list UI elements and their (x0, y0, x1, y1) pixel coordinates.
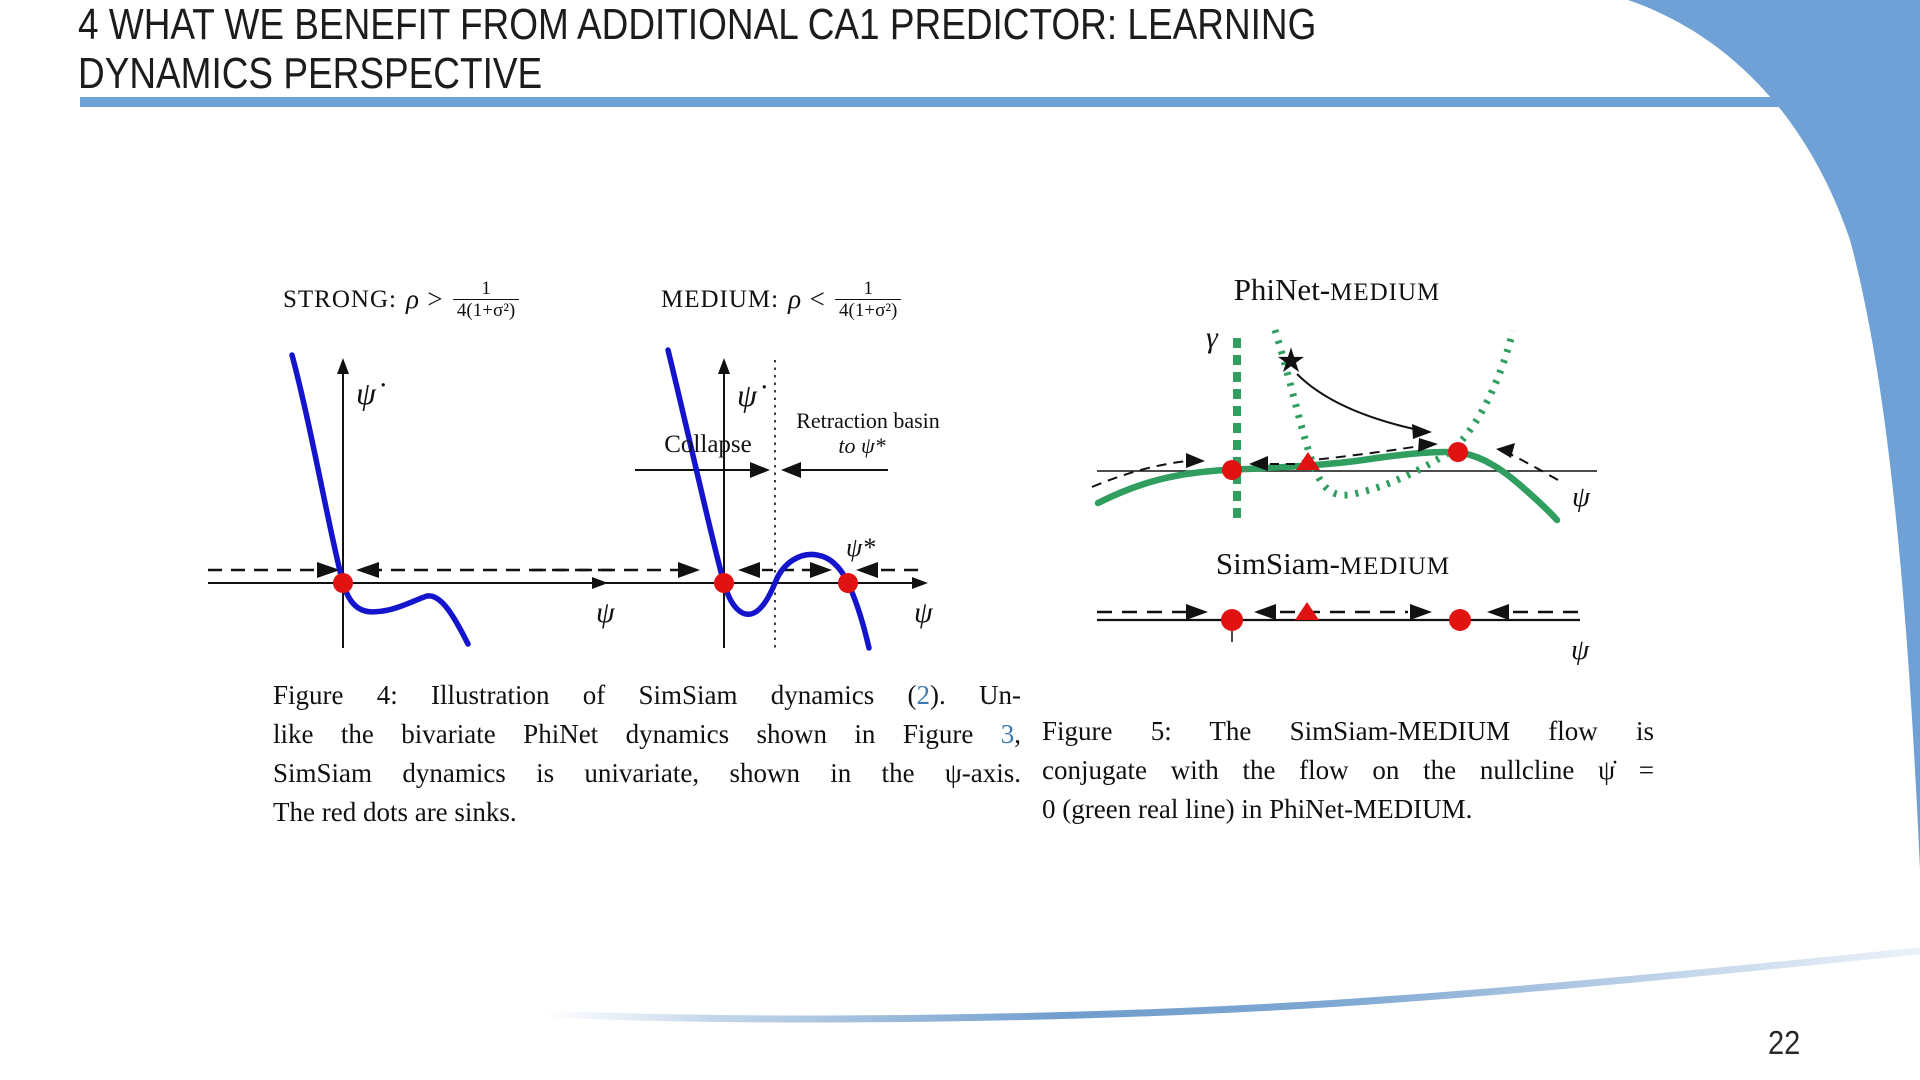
strong-relation: ρ > (405, 284, 444, 315)
simsiam-medium-curve (665, 347, 872, 651)
arrowhead-left-icon (1496, 443, 1515, 458)
arrowhead-right-icon (678, 562, 700, 578)
figure4-caption: Figure 4: Illustration of SimSiam dynami… (273, 676, 1021, 832)
title-line-1: 4 WHAT WE BENEFIT FROM ADDITIONAL CA1 PR… (78, 0, 1317, 49)
trajectory-arrow (1296, 373, 1415, 430)
arrowhead-right-icon (1186, 453, 1205, 468)
y-axis-label: ψ̇ (737, 377, 767, 413)
fixed-point-label: ψ* (846, 533, 875, 562)
source-triangle (1296, 452, 1320, 470)
fraction-numerator: 1 (863, 278, 873, 299)
caption-line: 0 (green real line) in PhiNet-MEDIUM. (1042, 794, 1473, 824)
reference-link: 2 (916, 680, 931, 710)
caption-line: The red dots are sinks. (273, 797, 517, 827)
fraction-denominator: 4(1+σ²) (835, 299, 902, 321)
collapse-label: Collapse (664, 431, 752, 458)
retraction-basin-label-line2: to ψ* (838, 433, 885, 458)
reference-link: 3 (1000, 719, 1015, 749)
y-axis-arrow-icon (718, 358, 730, 374)
gamma-axis-label: γ (1206, 321, 1219, 354)
y-axis-label: ψ̇ (356, 375, 386, 411)
arrowhead-right-icon (1412, 424, 1432, 439)
sink-point (1222, 460, 1242, 480)
arrowhead-left-icon (356, 562, 379, 578)
arrowhead-right-icon (1186, 604, 1208, 620)
arrowhead-left-icon (1249, 456, 1268, 471)
corner-decoration (1628, 0, 1920, 870)
flow-arrows (1091, 445, 1559, 488)
phinet-medium-plot: PhiNet-MEDIUM ★ γ ψ (1091, 272, 1597, 524)
caption-line: Figure 4: Illustration of SimSiam dynami… (273, 680, 1021, 710)
simsiam-panel-title: SimSiam-MEDIUM (1216, 546, 1450, 581)
title-underline (80, 97, 1830, 107)
medium-relation: ρ < (788, 284, 827, 315)
x-axis-label: ψ (1571, 634, 1590, 666)
title-line-2: DYNAMICS PERSPECTIVE (78, 49, 543, 98)
bottom-swoosh (541, 947, 1920, 1023)
arrowhead-right-icon (810, 562, 832, 578)
caption-line: Figure 5: The SimSiam-MEDIUM flow is (1042, 716, 1654, 746)
figure5-caption: Figure 5: The SimSiam-MEDIUM flow is con… (1042, 712, 1654, 829)
sink-point (1449, 609, 1471, 631)
arrowhead-left-icon (856, 562, 878, 578)
sink-point (1448, 442, 1468, 462)
simsiam-medium-plot: SimSiam-MEDIUM ψ (1097, 546, 1590, 666)
sink-point (838, 573, 858, 593)
arrowhead-right-icon (317, 562, 340, 578)
strong-condition-header: STRONG: ρ > 1 4(1+σ²) (283, 278, 520, 322)
gamma-dotted-curve (1271, 328, 1517, 499)
caption-line: like the bivariate PhiNet dynamics shown… (273, 719, 1021, 749)
phinet-panel-title: PhiNet-MEDIUM (1234, 272, 1441, 307)
strong-fraction: 1 4(1+σ²) (452, 278, 520, 322)
arrowhead-left-icon (1487, 604, 1509, 620)
medium-condition-header: MEDIUM: ρ < 1 4(1+σ²) (661, 278, 902, 322)
sink-point (714, 573, 734, 593)
caption-line: conjugate with the flow on the nullcline… (1042, 755, 1654, 785)
caption-line: SimSiam dynamics is univariate, shown in… (273, 758, 1021, 788)
sink-point (1221, 609, 1243, 631)
arrowhead-right-icon (1410, 604, 1432, 620)
medium-fraction: 1 4(1+σ²) (835, 278, 902, 322)
fraction-numerator: 1 (481, 278, 491, 299)
strong-label: STRONG: (283, 285, 397, 313)
source-triangle (1295, 602, 1319, 620)
fraction-denominator: 4(1+σ²) (452, 299, 520, 321)
retraction-basin-label-line1: Retraction basin (796, 408, 940, 433)
x-axis-label: ψ (1572, 481, 1591, 513)
medium-label: MEDIUM: (661, 285, 780, 313)
x-axis-label: ψ (596, 596, 616, 629)
x-axis-label: ψ (914, 596, 934, 629)
sink-point (333, 573, 353, 593)
page-title: 4 WHAT WE BENEFIT FROM ADDITIONAL CA1 PR… (78, 0, 1316, 98)
medium-phase-plot: ψ̇ ψ Collapse Retraction basin to ψ* ψ* (532, 347, 940, 651)
psi-nullcline-curve (1094, 448, 1561, 524)
arrowhead-left-icon (738, 562, 760, 578)
y-axis-arrow-icon (337, 358, 349, 374)
page-number: 22 (1768, 1024, 1801, 1061)
arrowhead-right-icon (750, 462, 770, 478)
simsiam-strong-curve (289, 352, 471, 647)
arrowhead-right-icon (1418, 438, 1438, 452)
star-icon: ★ (1276, 343, 1306, 380)
arrowhead-left-icon (781, 462, 801, 478)
x-axis-arrow-icon (912, 577, 928, 589)
arrowhead-left-icon (1254, 604, 1276, 620)
